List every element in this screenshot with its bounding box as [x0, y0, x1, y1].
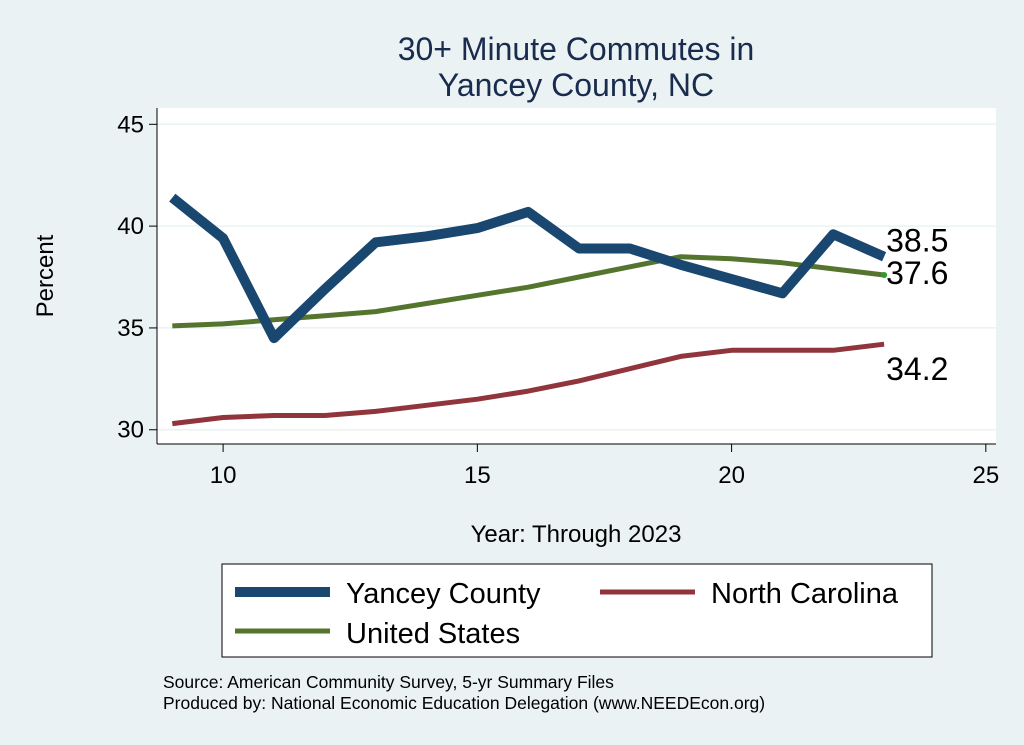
x-tick-label: 25 [972, 462, 999, 489]
y-tick-label: 35 [117, 315, 144, 342]
legend-label-north-carolina: North Carolina [711, 578, 899, 610]
end-label-yancey-county: 38.5 [886, 223, 948, 259]
axes: 30 35 40 45 10 15 20 25 [117, 108, 999, 489]
united-states-end-marker [881, 271, 888, 278]
end-label-north-carolina: 34.2 [886, 351, 948, 387]
legend-items: Yancey County North Carolina United States [235, 578, 899, 650]
x-tick-label: 10 [210, 462, 237, 489]
chart-title-line-1: 30+ Minute Commutes in [398, 31, 755, 67]
series-line-yancey-county [169, 193, 887, 344]
y-tick-label: 40 [117, 213, 144, 240]
end-label-united-states: 37.6 [886, 255, 948, 291]
y-tick-label: 45 [117, 111, 144, 138]
x-tick-label: 15 [464, 462, 491, 489]
y-axis-title: Percent [32, 234, 59, 317]
gridlines [157, 123, 996, 431]
end-labels: 38.5 34.2 37.6 [886, 223, 948, 388]
y-tick-label: 30 [117, 417, 144, 444]
x-tick-label: 20 [718, 462, 745, 489]
chart-title-line-2: Yancey County, NC [438, 67, 714, 103]
series-lines [169, 193, 888, 427]
series-line-north-carolina [172, 341, 885, 427]
legend [221, 563, 933, 658]
legend-label-yancey-county: Yancey County [346, 578, 541, 610]
x-axis-title: Year: Through 2023 [471, 521, 682, 548]
producer-note: Produced by: National Economic Education… [163, 693, 765, 713]
source-note: Source: American Community Survey, 5-yr … [163, 672, 614, 692]
legend-label-united-states: United States [346, 618, 520, 650]
